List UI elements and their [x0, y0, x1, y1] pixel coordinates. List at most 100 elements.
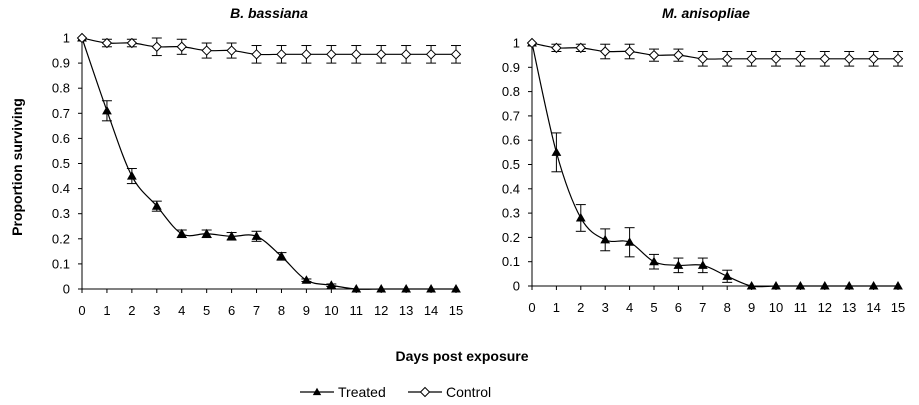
x-tick-label: 15: [449, 303, 463, 318]
control-marker: [450, 49, 462, 60]
legend-label: Treated: [338, 384, 386, 400]
y-tick-label: 0.5: [502, 157, 520, 172]
x-tick-label: 0: [78, 303, 85, 318]
x-tick-label: 8: [724, 300, 731, 315]
treated-marker: [451, 283, 461, 293]
treated-legend-icon: [312, 387, 322, 396]
control-marker: [526, 37, 538, 49]
treated-marker: [251, 231, 262, 240]
chart-panels: B. bassiana 0 0.1 0.2 0.3 0.4 0.5 0.6 0.7 0.8 0.9 1…: [52, 5, 905, 318]
x-tick-label: 8: [278, 303, 285, 318]
y-tick-label: 0.7: [502, 108, 520, 123]
y-tick-label: 0.3: [502, 206, 520, 221]
series-control: [76, 32, 462, 64]
y-tick-label: 1: [513, 36, 520, 51]
x-tick-label: 1: [553, 300, 560, 315]
series-line: [81, 37, 456, 290]
control-marker: [648, 49, 660, 61]
control-marker: [251, 49, 262, 60]
series-line: [531, 42, 898, 288]
x-tick-label: 12: [374, 303, 388, 318]
treated-marker: [819, 280, 830, 290]
control-marker: [151, 41, 163, 52]
legend-item-control: Control: [408, 384, 491, 400]
treated-marker: [893, 280, 903, 290]
treated-marker: [746, 280, 757, 290]
y-tick-label: 0: [63, 282, 70, 297]
control-marker: [301, 49, 312, 60]
y-tick-label: 0.6: [52, 131, 70, 146]
y-axis-title: Proportion surviving: [9, 98, 25, 236]
treated-marker: [697, 260, 708, 269]
x-tick-label: 7: [253, 303, 260, 318]
control-marker: [721, 53, 733, 65]
control-marker: [351, 49, 362, 60]
control-marker: [226, 45, 237, 56]
x-tick-label: 3: [602, 300, 609, 315]
legend: Treated Control: [300, 384, 491, 400]
y-tick-label: 0.2: [52, 231, 70, 246]
control-marker: [76, 32, 88, 44]
treated-marker: [276, 251, 287, 260]
y-tick-label: 0.9: [52, 56, 70, 71]
control-marker: [599, 46, 611, 57]
panel-2: M. anisopliae 0 0.1 0.2 0.3 0.4 0.5 0.6 0.7 0.8 0.…: [502, 5, 905, 315]
treated-marker: [301, 275, 312, 284]
treated-marker: [649, 256, 659, 266]
treated-marker: [151, 201, 162, 210]
x-tick-label: 12: [818, 300, 832, 315]
control-marker: [101, 37, 113, 49]
treated-marker: [226, 231, 237, 240]
x-tick-label: 3: [153, 303, 160, 318]
x-tick-label: 1: [103, 303, 110, 318]
control-marker: [326, 49, 337, 60]
control-legend-icon: [419, 386, 431, 398]
legend-label: Control: [446, 384, 491, 400]
x-tick-label: 14: [424, 303, 438, 318]
treated-marker: [722, 271, 733, 280]
series-treated: [527, 37, 903, 290]
panel-title: M. anisopliae: [662, 5, 750, 21]
treated-marker: [551, 147, 562, 156]
control-marker: [746, 53, 757, 65]
treated-marker: [624, 237, 635, 246]
y-tick-label: 0.9: [502, 60, 520, 75]
x-tick-label: 4: [626, 300, 633, 315]
control-marker: [624, 46, 635, 57]
x-axis-title: Days post exposure: [395, 348, 528, 364]
x-tick-label: 9: [303, 303, 310, 318]
x-tick-label: 2: [128, 303, 135, 318]
treated-marker: [376, 283, 387, 293]
y-tick-label: 0.1: [52, 256, 70, 271]
panel-title: B. bassiana: [230, 5, 308, 21]
y-tick-label: 0.8: [52, 81, 70, 96]
treated-marker: [201, 228, 212, 238]
panel-1: B. bassiana 0 0.1 0.2 0.3 0.4 0.5 0.6 0.7 0.8 0.9 1…: [52, 5, 463, 318]
y-tick-label: 0.3: [52, 206, 70, 221]
treated-marker: [844, 280, 855, 290]
control-marker: [400, 49, 412, 60]
series-control: [526, 37, 904, 67]
x-tick-label: 6: [675, 300, 682, 315]
y-tick-label: 0.6: [502, 133, 520, 148]
control-marker: [673, 49, 684, 61]
treated-marker: [176, 228, 187, 238]
x-tick-label: 10: [324, 303, 338, 318]
x-tick-label: 15: [891, 300, 905, 315]
series-treated: [77, 32, 461, 293]
series-line: [81, 37, 456, 56]
control-marker: [551, 42, 562, 54]
x-tick-label: 4: [178, 303, 185, 318]
y-tick-label: 0.4: [52, 181, 70, 196]
treated-marker: [575, 212, 586, 222]
control-marker: [201, 45, 212, 56]
x-tick-label: 7: [699, 300, 706, 315]
x-tick-label: 13: [399, 303, 413, 318]
control-marker: [795, 53, 806, 65]
x-tick-label: 6: [228, 303, 235, 318]
treated-marker: [102, 105, 112, 115]
control-marker: [176, 41, 187, 52]
x-tick-label: 14: [866, 300, 880, 315]
x-tick-label: 11: [794, 300, 808, 315]
